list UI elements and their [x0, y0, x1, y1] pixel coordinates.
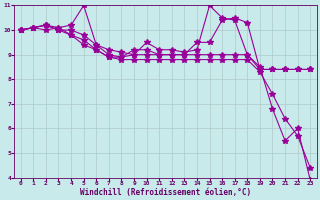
X-axis label: Windchill (Refroidissement éolien,°C): Windchill (Refroidissement éolien,°C): [80, 188, 251, 197]
